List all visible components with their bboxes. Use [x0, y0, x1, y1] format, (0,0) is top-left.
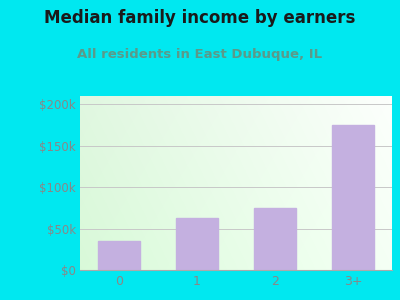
Bar	[332, 125, 374, 270]
Text: All residents in East Dubuque, IL: All residents in East Dubuque, IL	[78, 48, 322, 61]
Bar	[176, 218, 218, 270]
Bar	[98, 241, 140, 270]
Bar	[254, 208, 296, 270]
Text: Median family income by earners: Median family income by earners	[44, 9, 356, 27]
